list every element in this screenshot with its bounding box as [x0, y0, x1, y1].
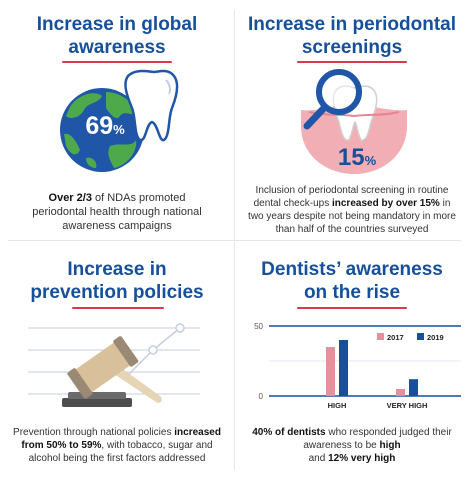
x-tick-label: HIGH: [328, 401, 347, 410]
dentists-title: Dentists’ awareness on the rise: [235, 258, 469, 304]
awareness-percent-sign: %: [113, 122, 125, 137]
awareness-caption-text: of NDAs promoted periodontal health thro…: [32, 192, 202, 232]
dentists-caption-and: and: [308, 453, 329, 464]
screenings-caption-bold: increased by over 15%: [331, 198, 440, 209]
legend-swatch-2017: [377, 333, 384, 340]
prevention-title: Increase in prevention policies: [0, 258, 234, 304]
awareness-percent-value: 69: [85, 112, 114, 140]
awareness-panel: Increase in global awareness 69% Over 2/…: [0, 0, 234, 240]
bar-2017-very-high: [396, 389, 405, 396]
prevention-caption: Prevention through national policies inc…: [0, 426, 234, 465]
awareness-title: Increase in global awareness: [0, 13, 234, 59]
y-tick-label: 0: [259, 392, 264, 401]
prevention-caption-bold2: from 50% to 59%: [21, 440, 102, 451]
dentists-caption-bold1: 40% of dentists: [252, 427, 326, 438]
legend-label-2017: 2017: [387, 333, 404, 342]
prevention-title-line2: prevention policies: [30, 282, 204, 303]
dentists-underline: [297, 307, 407, 309]
globe-with-tooth-icon: [60, 69, 179, 172]
screenings-percent: 15%: [327, 144, 387, 172]
prevention-underline: [72, 307, 164, 309]
bar-2019-very-high: [409, 379, 418, 396]
prevention-title-line1: Increase in: [67, 259, 167, 280]
screenings-title: Increase in periodontal screenings: [235, 13, 469, 59]
awareness-title-line2: awareness: [68, 37, 166, 58]
bar-2017-high: [326, 347, 335, 396]
dentists-caption-bold2: high: [379, 440, 401, 451]
dentists-caption: 40% of dentists who responded judged the…: [235, 426, 469, 465]
awareness-underline: [62, 61, 172, 63]
screenings-caption-post: in two years despite not being mandatory…: [248, 198, 456, 235]
dentists-caption-bold3: 12% very high: [328, 453, 396, 464]
awareness-percent: 69%: [75, 112, 135, 141]
gavel-icon: [28, 323, 200, 407]
prevention-panel: Increase in prevention policies Preventi…: [0, 240, 234, 480]
legend-swatch-2019: [417, 333, 424, 340]
screenings-caption: Inclusion of periodontal screening in ro…: [235, 184, 469, 236]
awareness-caption-bold: Over 2/3: [48, 192, 92, 204]
awareness-caption: Over 2/3 of NDAs promoted periodontal he…: [0, 191, 234, 233]
legend-label-2019: 2019: [427, 333, 444, 342]
dentists-awareness-chart: 50 0 HIGH VERY HIGH 2017 2019: [254, 322, 461, 410]
bar-2019-high: [339, 340, 348, 396]
dentists-caption-mid: who responded judged their awareness to …: [303, 427, 452, 451]
screenings-caption-pre: Inclusion of periodontal screening in ro…: [253, 185, 449, 209]
dentists-title-line2: on the rise: [303, 282, 401, 303]
magnifier-tooth-icon: [301, 69, 407, 174]
y-tick-label: 50: [254, 322, 263, 331]
screenings-percent-sign: %: [364, 153, 377, 168]
dentists-panel: Dentists’ awareness on the rise 50 0 HIGH V…: [235, 240, 469, 480]
prevention-caption-post: , with tobacco, sugar and alcohol being …: [28, 440, 213, 464]
horizontal-divider: [8, 240, 461, 241]
screenings-panel: Increase in periodontal screenings 15% I…: [235, 0, 469, 240]
screenings-percent-value: 15: [337, 144, 365, 171]
prevention-caption-bold1: increased: [174, 427, 221, 438]
screenings-underline: [297, 61, 407, 63]
screenings-title-line2: screenings: [301, 37, 403, 58]
x-tick-label: VERY HIGH: [387, 401, 428, 410]
awareness-title-line1: Increase in global: [36, 14, 198, 35]
dentists-title-line1: Dentists’ awareness: [261, 259, 443, 280]
screenings-title-line1: Increase in periodontal: [248, 14, 456, 35]
prevention-caption-pre: Prevention through national policies: [13, 427, 175, 438]
